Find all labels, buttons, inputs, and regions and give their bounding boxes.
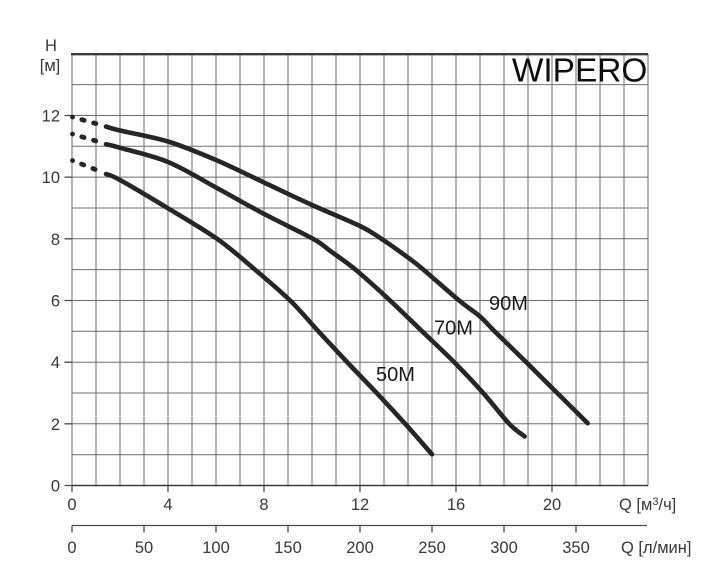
svg-text:12: 12 [351,496,369,514]
svg-text:0: 0 [67,539,76,557]
svg-text:50: 50 [135,539,153,557]
svg-text:H: H [45,37,57,55]
svg-text:150: 150 [274,539,302,557]
svg-text:WIPERO: WIPERO [512,53,647,90]
svg-text:Q [л/мин]: Q [л/мин] [621,539,691,557]
svg-text:4: 4 [163,496,172,514]
svg-text:10: 10 [42,169,60,187]
svg-text:90M: 90M [489,293,528,315]
svg-text:250: 250 [418,539,446,557]
svg-text:2: 2 [51,416,60,434]
svg-text:50M: 50M [376,364,415,386]
svg-text:16: 16 [447,496,465,514]
svg-text:Q [м3/ч]: Q [м3/ч] [619,496,676,514]
svg-text:12: 12 [42,108,60,126]
svg-text:8: 8 [51,231,60,249]
svg-text:300: 300 [490,539,518,557]
svg-text:350: 350 [562,539,590,557]
svg-text:100: 100 [202,539,230,557]
svg-text:0: 0 [51,478,60,496]
svg-text:6: 6 [51,293,60,311]
svg-text:0: 0 [67,496,76,514]
svg-text:20: 20 [543,496,561,514]
svg-text:[м]: [м] [40,57,61,75]
svg-text:200: 200 [346,539,374,557]
svg-text:70M: 70M [434,318,473,340]
svg-text:4: 4 [51,354,60,372]
svg-text:8: 8 [259,496,268,514]
